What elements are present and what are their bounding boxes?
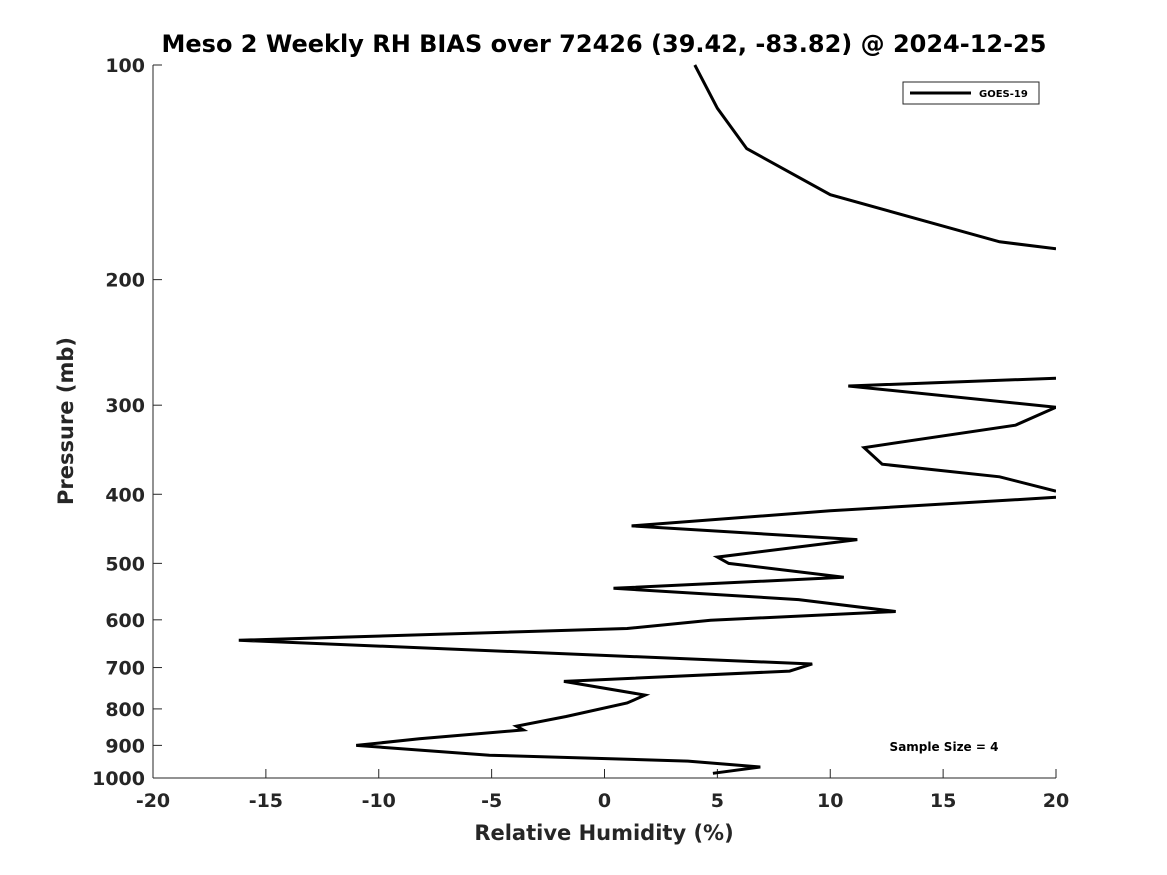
y-tick-label: 900 bbox=[105, 735, 145, 757]
y-axis-label: Pressure (mb) bbox=[54, 337, 78, 505]
y-tick-label: 100 bbox=[105, 55, 145, 77]
series-goes-19 bbox=[238, 64, 1056, 775]
x-tick-label: -15 bbox=[249, 790, 283, 812]
y-tick-label: 1000 bbox=[92, 768, 145, 790]
x-tick-label: -20 bbox=[136, 790, 170, 812]
x-tick-label: 5 bbox=[711, 790, 724, 812]
series-line-segment bbox=[848, 376, 1056, 493]
y-tick-label: 700 bbox=[105, 658, 145, 680]
y-tick-label: 200 bbox=[105, 270, 145, 292]
x-tick-label: 15 bbox=[930, 790, 956, 812]
x-tick-label: -10 bbox=[362, 790, 396, 812]
y-tick-label: 500 bbox=[105, 553, 145, 575]
sample-size-annotation: Sample Size = 4 bbox=[890, 740, 999, 754]
x-tick-label: 20 bbox=[1043, 790, 1069, 812]
legend-label: GOES-19 bbox=[979, 89, 1028, 100]
x-tick-label: -5 bbox=[481, 790, 502, 812]
x-tick-label: 0 bbox=[598, 790, 611, 812]
y-tick-label: 400 bbox=[105, 484, 145, 506]
y-tick-label: 300 bbox=[105, 395, 145, 417]
x-axis-label: Relative Humidity (%) bbox=[474, 821, 733, 845]
chart-title: Meso 2 Weekly RH BIAS over 72426 (39.42,… bbox=[162, 30, 1047, 58]
y-tick-label: 800 bbox=[105, 699, 145, 721]
y-tick-label: 600 bbox=[105, 610, 145, 632]
legend: GOES-19 bbox=[902, 81, 1040, 105]
series-line-segment bbox=[693, 64, 1056, 251]
x-tick-label: 10 bbox=[817, 790, 843, 812]
series-line-segment bbox=[238, 495, 1056, 775]
